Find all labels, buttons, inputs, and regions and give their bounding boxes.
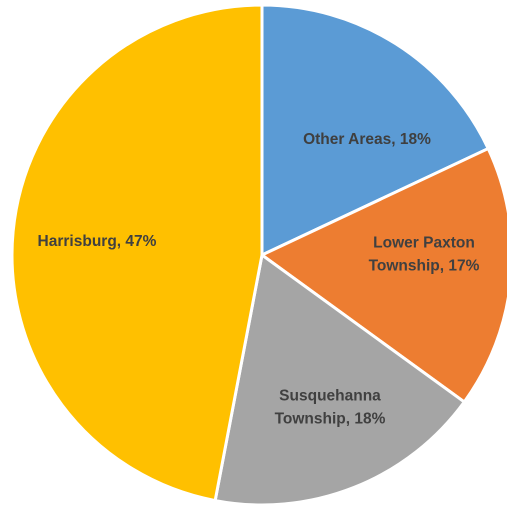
pie-slice-susquehanna-township bbox=[213, 253, 466, 505]
data-label-other-areas: Other Areas, 18% bbox=[303, 131, 431, 148]
data-label-lower-paxton-township: Lower Paxton Township, 17% bbox=[369, 235, 480, 275]
pie-slice-lower-paxton-township bbox=[260, 147, 507, 404]
data-label-line: Lower Paxton bbox=[373, 235, 475, 252]
data-label-line: Township, 18% bbox=[275, 411, 386, 428]
data-label-harrisburg: Harrisburg, 47% bbox=[38, 233, 157, 250]
data-label-line: Township, 17% bbox=[369, 258, 480, 275]
data-label-line: Other Areas, 18% bbox=[303, 131, 431, 148]
pie-data-labels: Other Areas, 18% Lower Paxton Township, 17… bbox=[38, 131, 480, 428]
data-label-line: Harrisburg, 47% bbox=[38, 233, 157, 250]
data-label-susquehanna-township: Susquehanna Township, 18% bbox=[275, 388, 386, 428]
data-label-line: Susquehanna bbox=[279, 388, 381, 405]
pie-slice-other-areas bbox=[260, 3, 490, 257]
pie-slice-harrisburg bbox=[10, 3, 264, 503]
pie-slices bbox=[10, 3, 507, 505]
